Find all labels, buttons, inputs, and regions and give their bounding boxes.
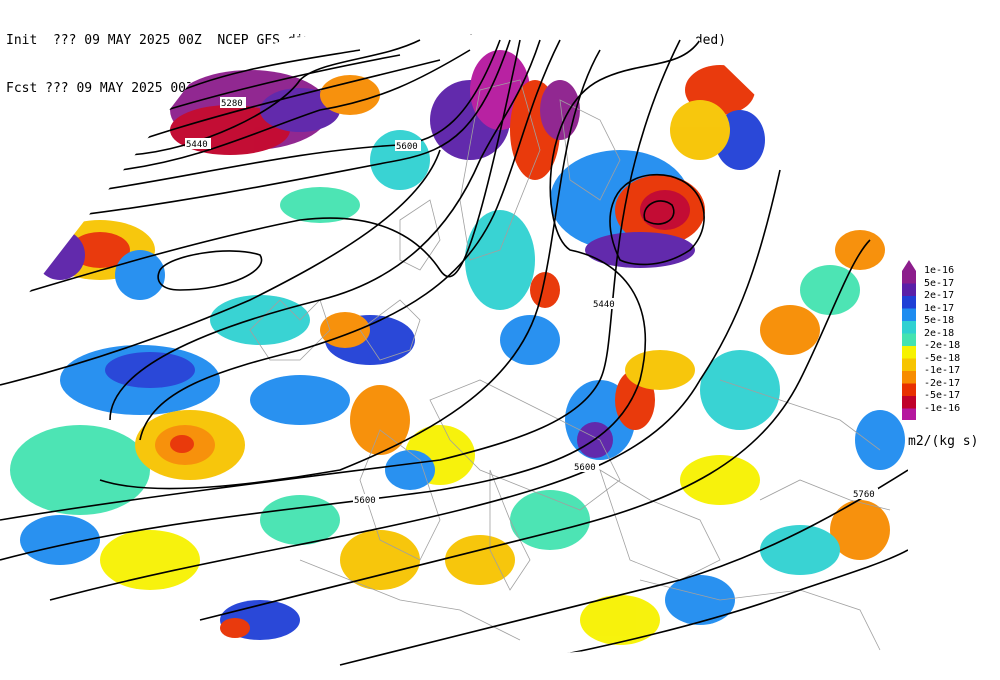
coastlines — [249, 79, 891, 651]
svg-text:5280: 5280 — [221, 99, 243, 109]
contour-label: 5440 — [592, 298, 618, 310]
height-contours — [0, 39, 908, 671]
colorbar-label: 2e-17 — [924, 290, 955, 301]
colorbar-swatch — [902, 346, 916, 359]
colorbar-swatch — [902, 396, 916, 409]
colorbar-label: -5e-17 — [924, 390, 961, 401]
colorbar-swatch — [902, 308, 916, 321]
colorbar-label: -2e-17 — [924, 377, 961, 389]
colorbar-swatch — [902, 371, 916, 384]
svg-text:5600: 5600 — [574, 463, 596, 473]
colorbar-label: -5e-18 — [924, 352, 961, 364]
svg-text:5600: 5600 — [354, 496, 376, 506]
svg-text:5600: 5600 — [396, 142, 418, 152]
colorbar-top-arrow — [902, 260, 916, 271]
colorbar-swatch — [902, 408, 916, 420]
colorbar-swatch — [902, 358, 916, 371]
contour-label: 5440 — [185, 138, 211, 150]
colorbar-swatches — [902, 260, 916, 420]
colorbar-swatch — [902, 296, 916, 309]
svg-text:5440: 5440 — [186, 140, 208, 150]
colorbar-label: 1e-16 — [924, 265, 955, 276]
contour-label: 5600 — [573, 461, 599, 473]
colorbar-units: m2/(kg s) — [908, 434, 979, 449]
colorbar-swatch — [902, 321, 916, 334]
contour-label: 5600 — [353, 494, 379, 506]
colorbar-label: 2e-18 — [924, 327, 955, 339]
colorbar-label: -1e-17 — [924, 365, 961, 376]
svg-text:5760: 5760 — [853, 490, 875, 500]
colorbar-swatch — [902, 383, 916, 396]
colorbar-swatch — [902, 333, 916, 346]
colorbar: 1e-16 5e-17 2e-17 1e-17 5e-18 2e-18 -2e-18 -5e-… — [900, 260, 1000, 460]
colorbar-swatch — [902, 283, 916, 296]
contour-label: 5280 — [220, 97, 246, 109]
contour-labels: 5280 5440 5600 5440 5600 5600 5760 — [185, 97, 878, 506]
colorbar-swatch — [902, 271, 916, 284]
colorbar-label: 5e-17 — [924, 277, 955, 289]
contour-label: 5600 — [395, 140, 421, 152]
colorbar-label: 5e-18 — [924, 315, 955, 326]
svg-text:5440: 5440 — [593, 300, 615, 310]
colorbar-label: -1e-16 — [924, 402, 961, 414]
colorbar-label: 1e-17 — [924, 302, 955, 314]
colorbar-label: -2e-18 — [924, 340, 961, 351]
contour-label: 5760 — [852, 488, 878, 500]
